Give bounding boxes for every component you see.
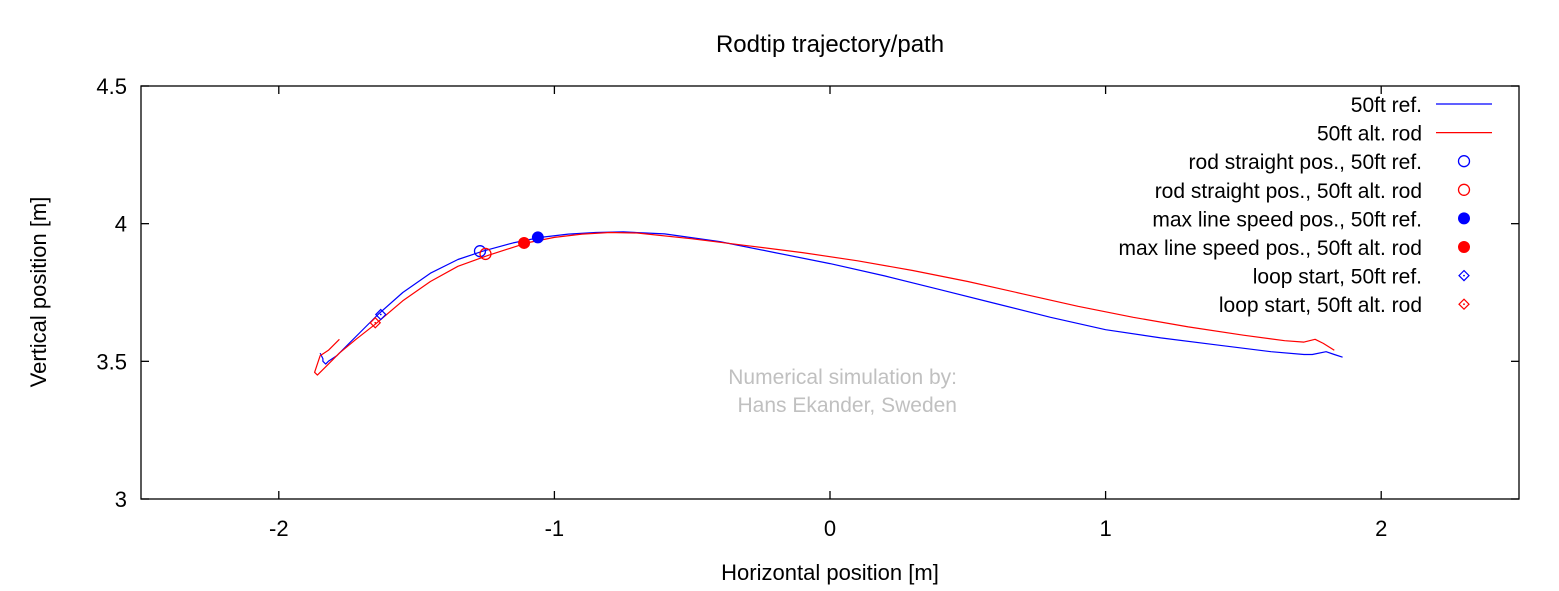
legend-label-max-line-speed-pos-50ft-alt-rod: max line speed pos., 50ft alt. rod xyxy=(1118,237,1422,260)
legend-label-loop-start-50ft-ref: loop start, 50ft ref. xyxy=(1253,266,1422,289)
watermark-annotation-line2: Hans Ekander, Sweden xyxy=(738,394,957,417)
legend-label-rod-straight-pos-50ft-ref: rod straight pos., 50ft ref. xyxy=(1189,151,1422,174)
x-tick-label: -2 xyxy=(269,516,289,541)
legend-marker-loop-start-50ft-ref-dot xyxy=(1463,274,1465,277)
series-line-50ft-ref xyxy=(319,231,1343,365)
y-tick-label: 3 xyxy=(115,487,127,512)
series-line-50ft-alt-rod xyxy=(314,231,1335,376)
axis-ticks xyxy=(141,85,1519,500)
legend-marker-loop-start-50ft-alt-rod-diamond xyxy=(1458,298,1470,311)
chart-title: Rodtip trajectory/path xyxy=(716,31,944,58)
watermark-annotation-line1: Numerical simulation by: xyxy=(728,366,957,389)
series-point-rod-straight-pos-50ft-ref xyxy=(473,245,487,258)
series-point-loop-start-50ft-alt-rod-diamond xyxy=(369,316,382,329)
series-layer xyxy=(314,231,1343,376)
series-point-rod-straight-pos-50ft-alt-rod xyxy=(479,247,492,261)
legend-label-loop-start-50ft-alt-rod: loop start, 50ft alt. rod xyxy=(1219,294,1422,317)
y-tick-label: 4 xyxy=(115,212,127,237)
axis-tick-labels: -2 -1 0 1 2 3 3.5 4 4.5 xyxy=(96,74,1387,541)
legend-marker-rod-straight-pos-50ft-ref xyxy=(1457,155,1471,168)
legend-marker-loop-start-50ft-alt-rod xyxy=(1458,298,1470,311)
y-tick-label: 4.5 xyxy=(96,74,127,99)
x-tick-label: 2 xyxy=(1375,516,1387,541)
legend-marker-max-line-speed-pos-50ft-ref xyxy=(1458,212,1470,225)
legend-marker-loop-start-50ft-ref xyxy=(1458,269,1470,282)
series-point-loop-start-50ft-ref-diamond xyxy=(374,308,387,321)
series-point-max-line-speed-pos-50ft-ref xyxy=(531,231,544,244)
series-point-loop-start-50ft-ref xyxy=(374,308,387,321)
legend-label-rod-straight-pos-50ft-alt-rod: rod straight pos., 50ft alt. rod xyxy=(1155,180,1422,203)
x-tick-label: 0 xyxy=(824,516,836,541)
legend-label-50ft-alt-rod: 50ft alt. rod xyxy=(1317,123,1422,146)
series-point-loop-start-50ft-alt-rod xyxy=(369,316,382,329)
series-point-max-line-speed-pos-50ft-alt-rod xyxy=(518,236,531,249)
legend-marker-max-line-speed-pos-50ft-alt-rod xyxy=(1458,241,1470,253)
plot-area xyxy=(140,85,1520,500)
legend: 50ft ref. 50ft alt. rod rod straight pos.,… xyxy=(1118,94,1492,317)
legend-label-max-line-speed-pos-50ft-ref: max line speed pos., 50ft ref. xyxy=(1152,208,1422,231)
series-point-loop-start-50ft-ref-dot xyxy=(379,313,382,316)
x-tick-label: -1 xyxy=(545,516,565,541)
y-tick-label: 3.5 xyxy=(96,349,127,374)
x-axis-label: Horizontal position [m] xyxy=(721,560,939,585)
legend-marker-rod-straight-pos-50ft-alt-rod xyxy=(1457,183,1471,196)
y-axis-label: Vertical position [m] xyxy=(26,197,51,388)
legend-marker-loop-start-50ft-ref-diamond xyxy=(1458,269,1470,282)
legend-label-50ft-ref: 50ft ref. xyxy=(1351,94,1422,117)
legend-marker-loop-start-50ft-alt-rod-dot xyxy=(1463,303,1465,306)
x-tick-label: 1 xyxy=(1099,516,1111,541)
series-point-loop-start-50ft-alt-rod-dot xyxy=(374,321,377,324)
